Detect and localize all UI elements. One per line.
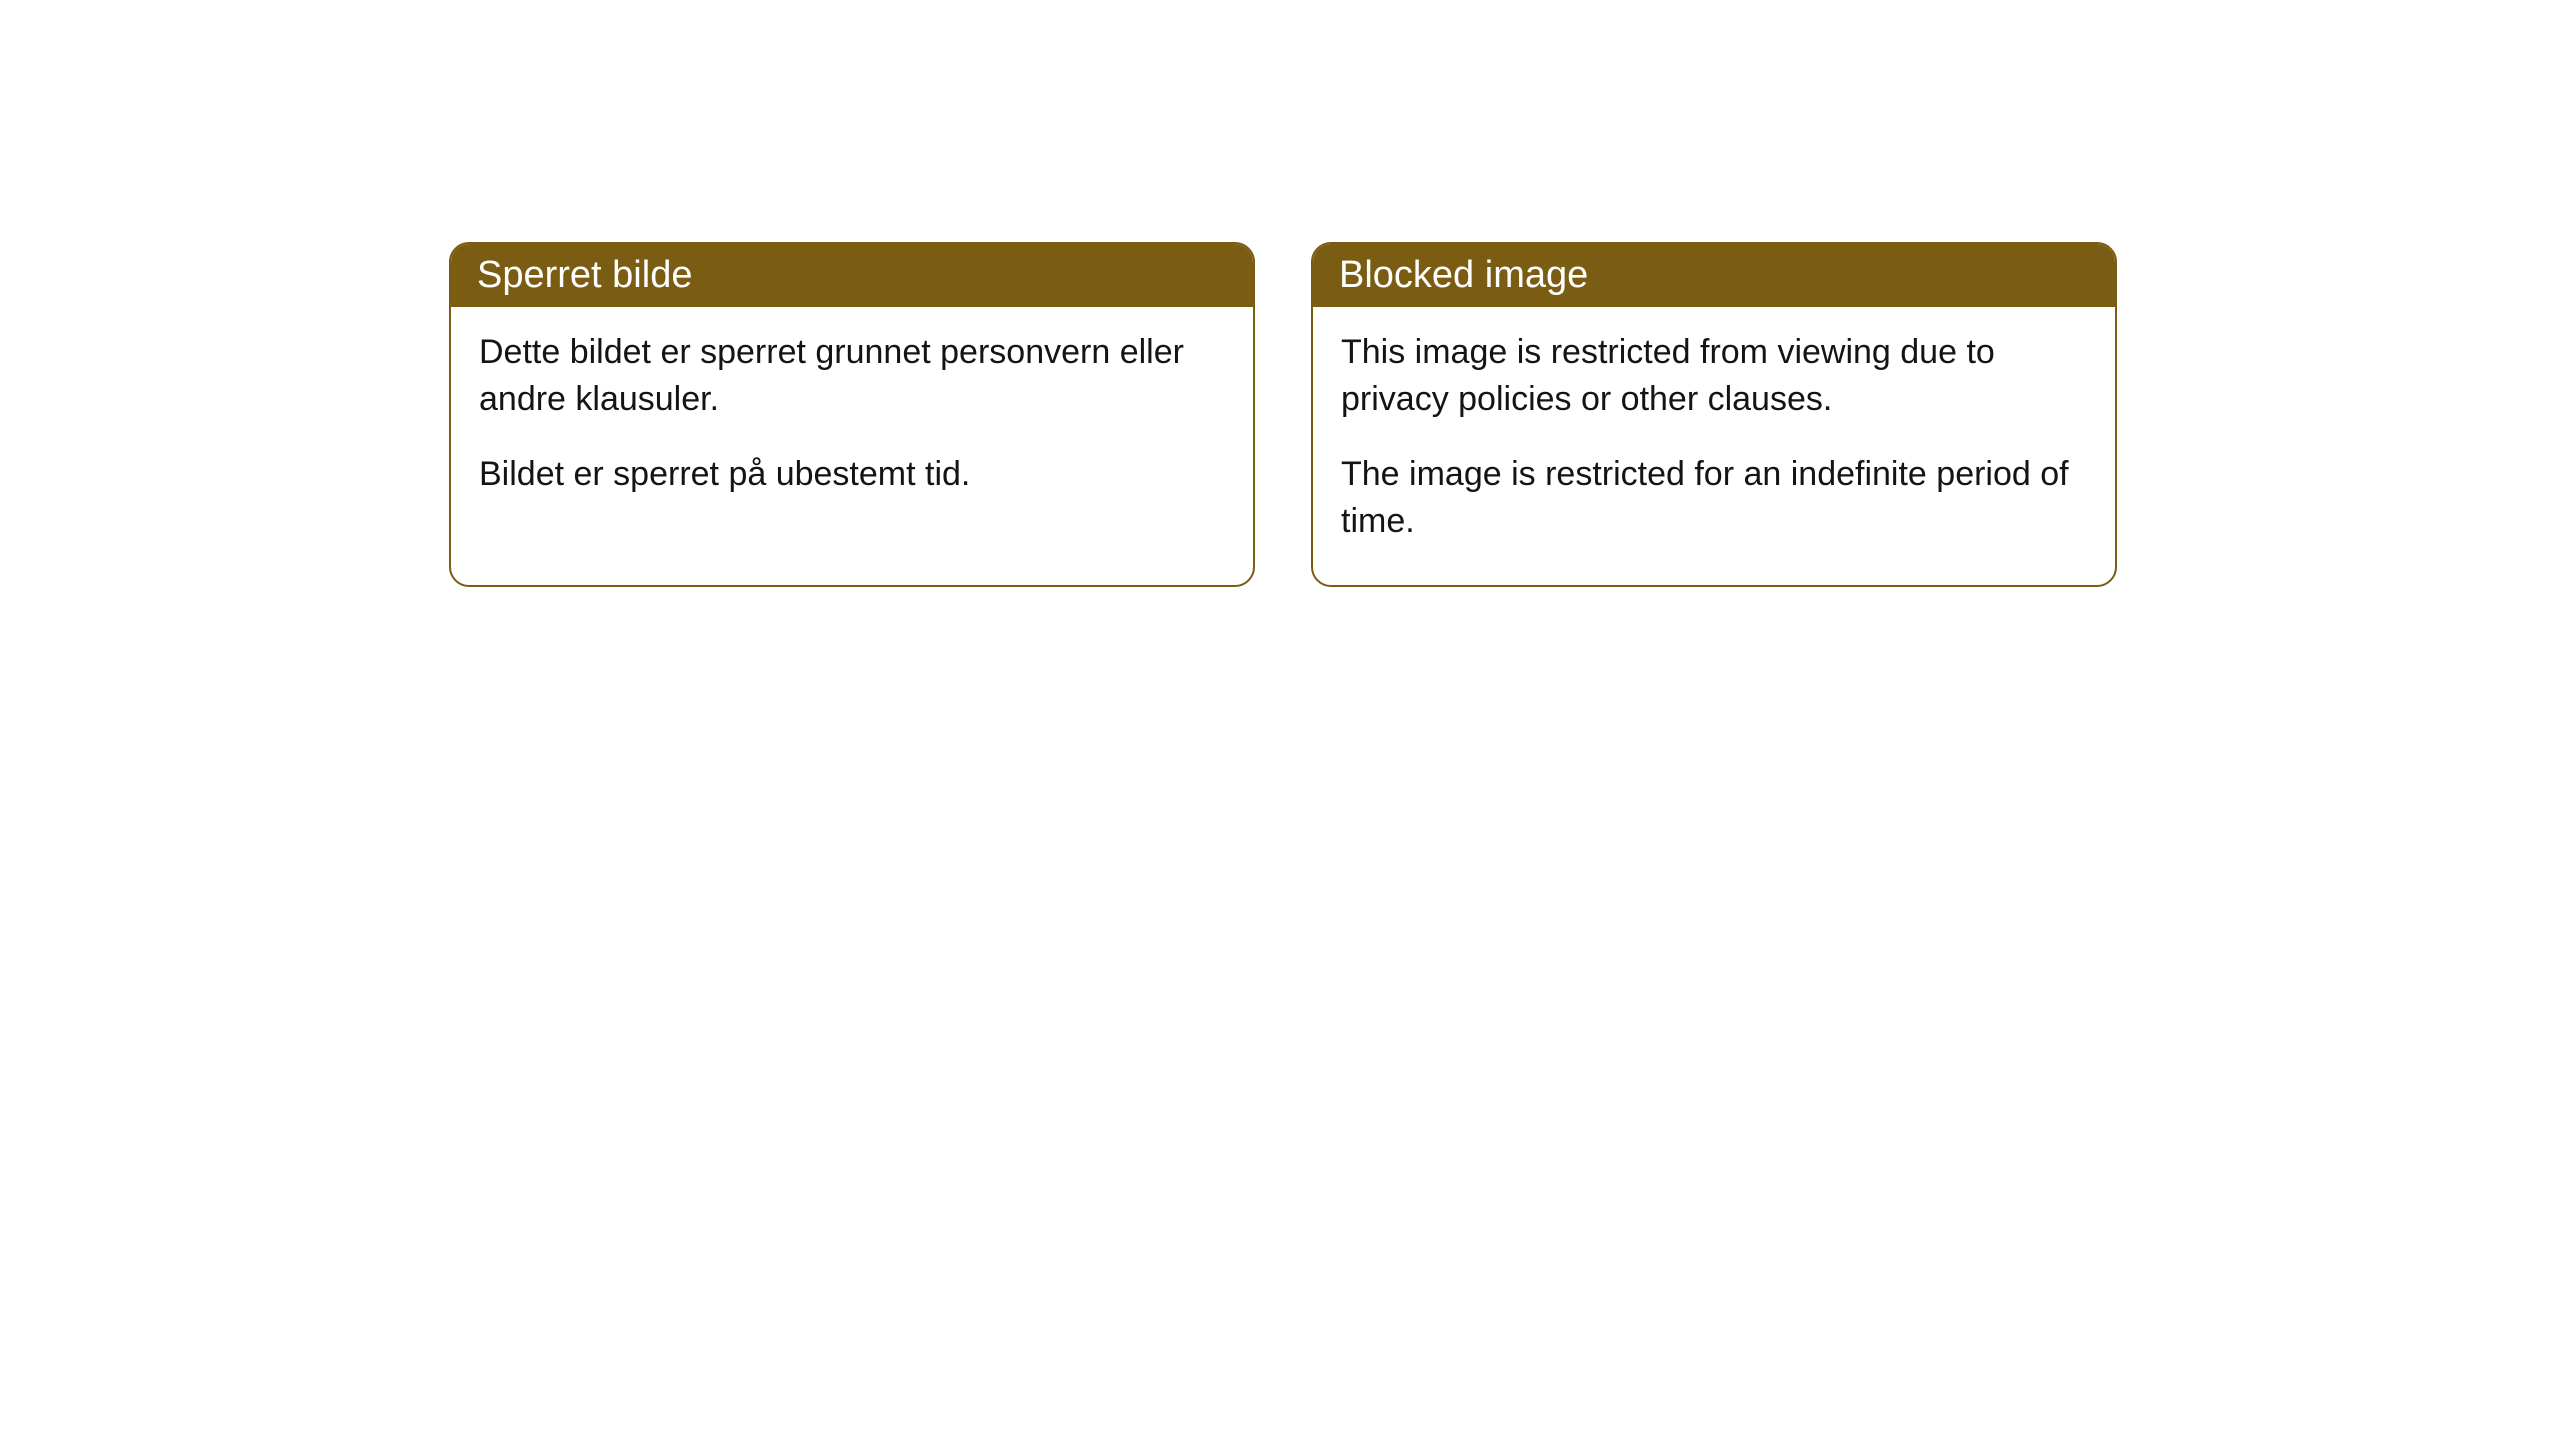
card-header-norwegian: Sperret bilde	[451, 244, 1253, 307]
card-paragraph-1-norwegian: Dette bildet er sperret grunnet personve…	[479, 329, 1225, 423]
notice-cards-container: Sperret bilde Dette bildet er sperret gr…	[449, 242, 2117, 587]
card-paragraph-2-norwegian: Bildet er sperret på ubestemt tid.	[479, 451, 1225, 498]
card-paragraph-1-english: This image is restricted from viewing du…	[1341, 329, 2087, 423]
notice-card-norwegian: Sperret bilde Dette bildet er sperret gr…	[449, 242, 1255, 587]
card-paragraph-2-english: The image is restricted for an indefinit…	[1341, 451, 2087, 545]
card-header-english: Blocked image	[1313, 244, 2115, 307]
card-body-norwegian: Dette bildet er sperret grunnet personve…	[451, 307, 1253, 538]
notice-card-english: Blocked image This image is restricted f…	[1311, 242, 2117, 587]
card-body-english: This image is restricted from viewing du…	[1313, 307, 2115, 585]
